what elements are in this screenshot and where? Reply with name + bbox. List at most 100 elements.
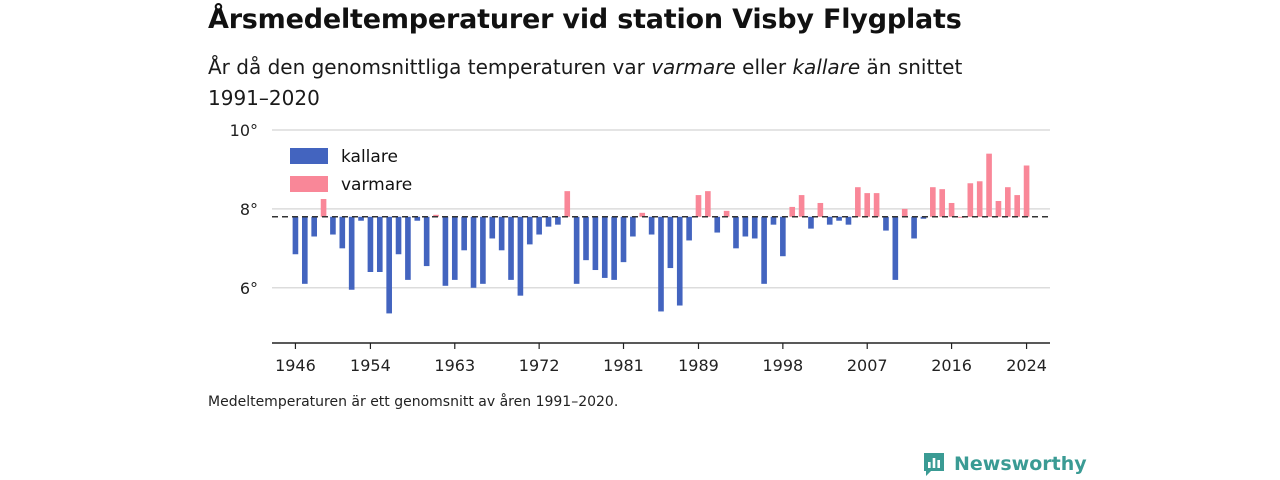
legend-label: kallare — [341, 147, 398, 167]
bar-warmer — [1023, 165, 1030, 217]
bar-colder — [536, 216, 542, 235]
newsworthy-logo-text: Newsworthy — [954, 453, 1087, 475]
bar-colder — [780, 216, 786, 257]
bar-colder — [311, 216, 317, 237]
legend-swatch — [290, 148, 328, 164]
bar-warmer — [639, 212, 646, 217]
bar-colder — [358, 216, 364, 221]
bar-colder — [770, 216, 777, 225]
bar-colder — [339, 216, 346, 249]
bar-warmer — [723, 210, 730, 217]
x-tick-label: 1946 — [275, 356, 316, 375]
bar-warmer — [855, 187, 861, 217]
bar-warmer — [864, 193, 871, 217]
bar-warmer — [817, 202, 824, 217]
bar-colder — [676, 216, 683, 306]
bar-colder — [367, 216, 374, 272]
bar-colder — [376, 216, 383, 272]
x-tick-label: 1989 — [678, 356, 719, 375]
bar-warmer — [798, 195, 805, 217]
y-tick-label: 6° — [240, 279, 258, 298]
x-tick-label: 1954 — [350, 356, 391, 375]
bar-colder — [301, 216, 308, 284]
bar-colder — [395, 216, 402, 255]
bar-warmer — [1014, 195, 1021, 217]
bar-colder — [620, 216, 627, 263]
bar-colder — [751, 216, 758, 239]
bar-colder — [920, 216, 927, 219]
bar-colder — [826, 216, 833, 225]
bar-colder — [836, 216, 842, 221]
bar-colder — [714, 216, 721, 233]
bar-warmer — [789, 206, 796, 217]
bar-colder — [386, 216, 392, 314]
temperature-bar-chart: 6° 8° 10° 1946 1954 1963 1972 1981 1989 1998 2007 2… — [230, 121, 1050, 375]
bar-warmer — [939, 189, 946, 217]
bar-colder — [480, 216, 486, 284]
y-tick-label: 8° — [240, 200, 258, 219]
bar-colder — [601, 216, 608, 278]
x-tick-label: 1963 — [434, 356, 475, 375]
bar-colder — [508, 216, 514, 280]
bar-colder — [517, 216, 524, 296]
legend-swatch — [290, 176, 328, 192]
x-tick-label: 2024 — [1006, 356, 1047, 375]
bar-colder — [761, 216, 767, 284]
bar-warmer — [967, 183, 974, 217]
chart-subtitle: År då den genomsnittliga temperaturen va… — [208, 52, 1028, 114]
subtitle-cold-word: kallare — [792, 55, 861, 79]
bar-colder — [442, 216, 449, 286]
bar-colder — [498, 216, 505, 251]
bar-warmer — [320, 199, 327, 217]
subtitle-part-1: År då den genomsnittliga temperaturen va… — [208, 55, 652, 79]
bar-colder — [667, 216, 674, 269]
bar-colder — [292, 216, 299, 255]
footnote: Medeltemperaturen är ett genomsnitt av å… — [208, 394, 619, 410]
bar-colder — [423, 216, 430, 267]
bar-colder — [583, 216, 589, 261]
bar-colder — [573, 216, 580, 284]
bar-warmer — [995, 201, 1002, 217]
bar-colder — [733, 216, 739, 249]
x-tick-label: 1972 — [519, 356, 560, 375]
bar-warmer — [873, 193, 880, 217]
bar-warmer — [986, 153, 992, 217]
bar-colder — [555, 216, 561, 225]
bar-colder — [658, 216, 664, 312]
bar-warmer — [948, 202, 955, 217]
bar-warmer — [1005, 187, 1011, 217]
x-tick-label: 1981 — [603, 356, 644, 375]
bar-warmer — [930, 187, 936, 217]
bar-colder — [451, 216, 458, 280]
bar-colder — [742, 216, 749, 237]
bar-warmer — [695, 195, 702, 217]
newsworthy-logo[interactable]: Newsworthy — [922, 450, 1087, 478]
newsworthy-logo-icon — [924, 453, 944, 476]
bar-colder — [470, 216, 477, 288]
bar-colder — [592, 216, 599, 271]
bar-colder — [648, 216, 655, 235]
bar-colder — [330, 216, 336, 235]
bar-colder — [545, 216, 552, 227]
x-tick-label: 1998 — [762, 356, 803, 375]
bar-colder — [611, 216, 617, 280]
bar-colder — [630, 216, 636, 237]
bar-colder — [348, 216, 355, 290]
x-tick-label: 2007 — [847, 356, 888, 375]
bar-colder — [414, 216, 421, 221]
chart-title: Årsmedeltemperaturer vid station Visby F… — [208, 4, 962, 35]
bar-warmer — [958, 216, 964, 218]
bar-colder — [883, 216, 889, 231]
y-tick-label: 10° — [230, 121, 258, 140]
legend-label: varmare — [341, 175, 412, 195]
bar-colder — [845, 216, 852, 225]
bar-colder — [686, 216, 692, 241]
bar-colder — [489, 216, 496, 239]
bar-warmer — [564, 191, 571, 217]
x-tick-label: 2016 — [931, 356, 972, 375]
subtitle-part-3: än snittet 1991–2020 — [208, 55, 963, 110]
bar-warmer — [976, 181, 983, 217]
bar-colder — [892, 216, 899, 280]
bar-warmer — [433, 214, 439, 217]
bar-colder — [461, 216, 467, 251]
